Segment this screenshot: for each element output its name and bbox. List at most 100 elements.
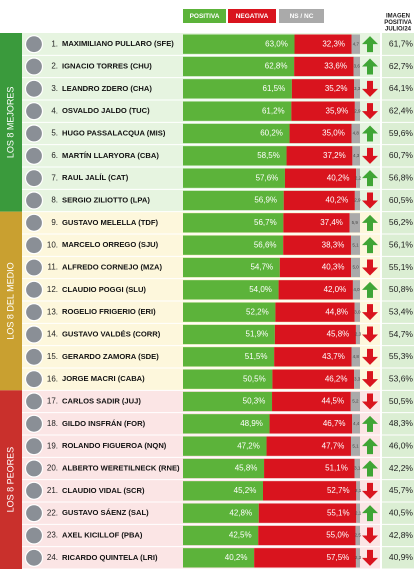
previous-value: 46,0% xyxy=(389,440,414,450)
rank: 3. xyxy=(51,84,58,93)
trend-arrow xyxy=(362,36,378,53)
rank: 13. xyxy=(47,307,58,316)
bar-segment xyxy=(286,146,353,166)
value-label: 35,9% xyxy=(326,106,349,115)
bar-segment xyxy=(274,347,352,367)
group-band xyxy=(0,33,22,212)
avatar xyxy=(24,191,44,210)
value-label: 40,2% xyxy=(327,173,350,182)
previous-value: 50,5% xyxy=(389,396,414,406)
bar-segment xyxy=(183,347,275,367)
bar-segment xyxy=(278,280,353,300)
name: CLAUDIO VIDAL (SCR) xyxy=(62,486,145,495)
avatar xyxy=(24,169,44,188)
value-label: 58,5% xyxy=(257,151,280,160)
trend-arrow xyxy=(362,237,378,254)
previous-value: 45,7% xyxy=(389,485,414,495)
value-label: 44,5% xyxy=(321,397,344,406)
bar-segment xyxy=(266,436,351,456)
value-label: 42,5% xyxy=(229,531,252,540)
bar-segment xyxy=(183,213,284,233)
bar-segment xyxy=(355,324,360,345)
avatar xyxy=(24,548,44,567)
previous-value: 55,1% xyxy=(389,262,414,272)
previous-title: POSITIVA xyxy=(384,20,412,26)
bar-segment xyxy=(352,146,360,166)
trend-arrow xyxy=(362,192,378,209)
previous-value: 50,8% xyxy=(389,284,414,294)
previous-value: 62,7% xyxy=(389,61,414,71)
bar-segment xyxy=(269,414,353,434)
avatar xyxy=(24,392,44,411)
value-label: 48,9% xyxy=(240,419,263,428)
bar-segment xyxy=(183,391,273,412)
value-label: 3,0 xyxy=(354,309,361,314)
value-label: 4,8 xyxy=(353,354,360,359)
avatar xyxy=(24,481,44,500)
bar-segment xyxy=(289,123,352,144)
value-label: 57,6% xyxy=(256,173,279,182)
bar-segment xyxy=(294,34,352,54)
rank: 14. xyxy=(47,330,58,339)
value-label: 3,3 xyxy=(354,376,361,381)
trend-arrow xyxy=(362,281,378,298)
value-label: 2,3 xyxy=(355,332,362,337)
value-label: 33,6% xyxy=(324,62,347,71)
previous-value: 48,3% xyxy=(389,418,414,428)
avatar xyxy=(24,124,44,143)
name: AXEL KICILLOF (PBA) xyxy=(62,531,143,540)
bar-segment xyxy=(354,369,360,389)
name: GILDO INSFRÁN (FOR) xyxy=(62,419,146,428)
value-label: 40,3% xyxy=(322,263,345,272)
value-label: 2,2 xyxy=(355,175,362,180)
value-label: 52,7% xyxy=(327,486,350,495)
name: GERARDO ZAMORA (SDE) xyxy=(62,352,159,361)
rank: 20. xyxy=(47,464,58,473)
rank: 8. xyxy=(51,196,58,205)
rank: 12. xyxy=(47,285,58,294)
value-label: 45,8% xyxy=(235,464,258,473)
bar-segment xyxy=(183,56,295,77)
bar-segment xyxy=(183,548,255,568)
previous-value: 54,7% xyxy=(389,329,414,339)
name: MARTÍN LLARYORA (CBA) xyxy=(62,151,159,160)
value-label: 57,5% xyxy=(327,553,350,562)
trend-arrow xyxy=(362,125,378,142)
bar-segment xyxy=(183,280,279,300)
avatar xyxy=(24,437,44,456)
group-band xyxy=(0,211,22,391)
trend-arrow xyxy=(362,326,378,343)
avatar xyxy=(24,102,44,121)
rank: 11. xyxy=(47,263,58,272)
previous-value: 40,9% xyxy=(389,552,414,562)
bar-segment xyxy=(183,168,285,188)
bar-segment xyxy=(183,34,295,54)
name: SERGIO ZILIOTTO (LPA) xyxy=(62,196,150,205)
previous-value: 42,2% xyxy=(389,463,414,473)
rank: 7. xyxy=(51,173,58,182)
bar-segment xyxy=(351,347,360,367)
bar-segment xyxy=(354,79,360,99)
trend-arrow xyxy=(362,304,378,321)
value-label: 54,0% xyxy=(249,285,272,294)
previous-value: 56,2% xyxy=(389,217,414,227)
bar-segment xyxy=(351,257,360,278)
previous-value: 59,6% xyxy=(389,128,414,138)
rank: 21. xyxy=(47,486,58,495)
value-label: 4,4 xyxy=(353,421,360,426)
avatar xyxy=(24,325,44,344)
value-label: 35,0% xyxy=(322,129,345,138)
name: GUSTAVO MELELLA (TDF) xyxy=(62,218,159,227)
previous-value: 55,3% xyxy=(389,351,414,361)
trend-arrow xyxy=(362,147,378,164)
avatar xyxy=(24,146,44,165)
bar-segment xyxy=(264,458,355,479)
trend-arrow xyxy=(362,103,378,120)
value-label: 51,1% xyxy=(325,464,348,473)
value-label: 50,3% xyxy=(243,397,266,406)
value-label: 43,7% xyxy=(322,352,345,361)
value-label: 5,0 xyxy=(352,265,359,270)
avatar xyxy=(24,213,44,232)
bar-segment xyxy=(355,548,360,568)
value-label: 56,9% xyxy=(254,196,277,205)
